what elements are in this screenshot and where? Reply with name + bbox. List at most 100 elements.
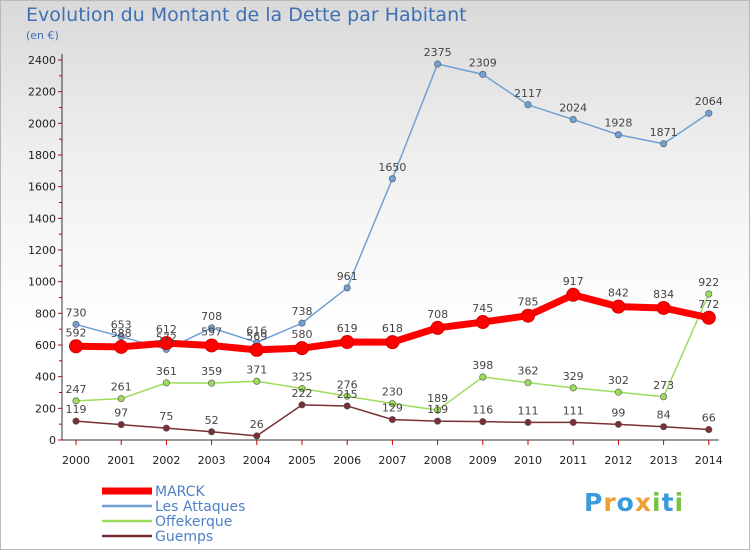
data-label: 75 — [159, 410, 173, 423]
data-label: 84 — [657, 409, 671, 422]
data-label: 2117 — [514, 87, 542, 100]
data-point — [253, 432, 261, 440]
x-tick-label: 2006 — [333, 454, 361, 467]
data-point — [249, 342, 264, 357]
data-point — [298, 319, 306, 327]
proxiti-logo: Proxiti — [584, 488, 684, 517]
data-point — [69, 339, 83, 354]
y-tick-label: 2200 — [28, 86, 56, 99]
legend-label: Offekerque — [155, 514, 232, 530]
data-label: 2309 — [469, 56, 497, 69]
data-label: 616 — [246, 324, 267, 337]
data-label: 111 — [563, 404, 584, 417]
data-label: 111 — [518, 404, 539, 417]
data-label: 273 — [653, 379, 674, 392]
data-point — [162, 424, 170, 432]
data-point — [705, 290, 713, 298]
data-point — [660, 423, 668, 431]
data-point — [524, 418, 532, 426]
x-tick-label: 2003 — [198, 454, 226, 467]
data-point — [72, 417, 80, 425]
data-label: 961 — [337, 270, 358, 283]
x-tick-label: 2014 — [695, 454, 723, 467]
data-label: 619 — [337, 322, 358, 335]
data-point — [343, 284, 351, 292]
legend-label: MARCK — [155, 484, 205, 500]
data-label: 1928 — [604, 117, 632, 130]
data-point — [117, 395, 125, 403]
data-point — [72, 397, 80, 405]
data-point — [521, 308, 535, 323]
x-tick-label: 2010 — [514, 454, 542, 467]
data-point — [343, 402, 351, 410]
x-tick-label: 2002 — [152, 454, 180, 467]
data-label: 612 — [156, 323, 177, 336]
data-point — [479, 70, 487, 78]
data-label: 580 — [292, 328, 313, 341]
y-tick-label: 1200 — [28, 244, 56, 257]
data-label: 371 — [246, 363, 267, 376]
logo-letter: x — [634, 488, 652, 517]
data-label: 922 — [698, 276, 719, 289]
x-tick-label: 2012 — [604, 454, 632, 467]
data-label: 588 — [111, 327, 132, 340]
data-point — [614, 388, 622, 396]
data-point — [340, 334, 355, 349]
data-label: 222 — [292, 387, 313, 400]
data-point — [434, 417, 442, 425]
data-point — [208, 324, 216, 332]
x-tick-label: 2005 — [288, 454, 316, 467]
data-label: 215 — [337, 388, 358, 401]
data-label: 2375 — [424, 46, 452, 59]
x-tick-label: 2001 — [107, 454, 135, 467]
data-label: 597 — [201, 325, 222, 338]
data-label: 247 — [66, 383, 87, 396]
legend-label: Guemps — [155, 529, 213, 545]
data-point — [614, 420, 622, 428]
data-label: 708 — [201, 310, 222, 323]
y-tick-label: 600 — [35, 339, 56, 352]
data-label: 276 — [337, 378, 358, 391]
data-label: 52 — [205, 414, 219, 427]
data-point — [479, 373, 487, 381]
data-label: 398 — [472, 359, 493, 372]
data-point — [117, 421, 125, 429]
data-point — [343, 392, 351, 400]
unit-label: (en €) — [26, 29, 59, 42]
data-label: 569 — [246, 330, 267, 343]
x-tick-label: 2009 — [469, 454, 497, 467]
data-point — [475, 315, 490, 330]
data-label: 708 — [427, 308, 448, 321]
axes: 0 200 400 600 800 1000 1200 1400 1600 1800 2000 220… — [28, 54, 723, 467]
data-label: 119 — [66, 403, 87, 416]
data-point — [388, 416, 396, 424]
data-label: 1871 — [650, 126, 678, 139]
data-point — [162, 379, 170, 387]
data-label: 97 — [114, 407, 128, 420]
data-label: 653 — [111, 319, 132, 332]
data-point — [298, 385, 306, 393]
data-point — [298, 401, 306, 409]
data-point — [430, 320, 445, 335]
logo-letter: i — [674, 488, 685, 517]
data-label: 1650 — [378, 161, 406, 174]
data-point — [295, 341, 309, 356]
data-point — [159, 336, 174, 351]
chart-title: Evolution du Montant de la Dette par Hab… — [26, 4, 467, 26]
data-point — [72, 320, 80, 328]
y-tick-label: 1400 — [28, 212, 56, 225]
x-tick-label: 2004 — [243, 454, 271, 467]
data-point — [434, 406, 442, 414]
legend-label: Les Attaques — [155, 499, 245, 515]
y-tick-label: 1000 — [28, 276, 56, 289]
data-label: 572 — [156, 331, 177, 344]
series-lines — [69, 60, 716, 440]
logo-letter: t — [661, 488, 675, 517]
data-label: 738 — [292, 305, 313, 318]
data-point — [479, 418, 487, 426]
y-tick-label: 2400 — [28, 54, 56, 67]
data-label: 618 — [382, 322, 403, 335]
data-point — [660, 140, 668, 148]
data-label: 362 — [518, 365, 539, 378]
